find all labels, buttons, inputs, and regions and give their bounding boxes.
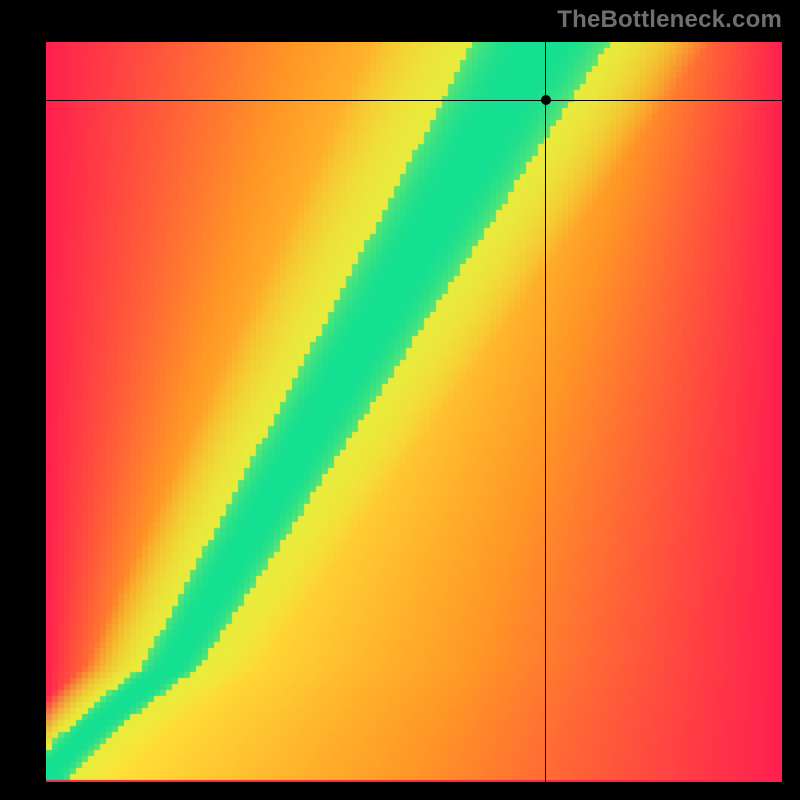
crosshair-marker [541,95,551,105]
crosshair-vertical [545,42,546,782]
watermark-text: TheBottleneck.com [557,6,782,34]
crosshair-horizontal [46,100,782,101]
heatmap-canvas [46,42,782,782]
bottleneck-heatmap-container: TheBottleneck.com [0,0,800,800]
